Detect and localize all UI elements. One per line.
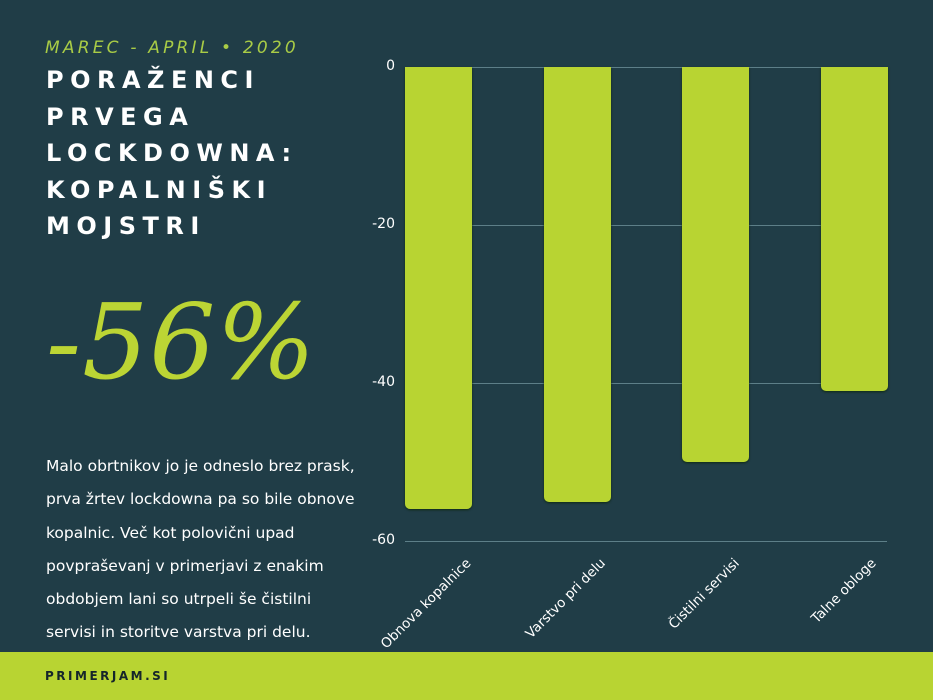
page-title: PORAŽENCI PRVEGA LOCKDOWNA: KOPALNIŠKI M… (46, 62, 298, 245)
bar-chart: 0 -20 -40 -60 Obnova kopalnice Varstvo pri de… (372, 58, 888, 653)
x-axis-category-label: Obnova kopalnice (377, 555, 475, 653)
x-axis-category-label: Čistilni servisi (665, 555, 744, 633)
description-paragraph: Malo obrtnikov jo je odneslo brez prask,… (46, 450, 366, 650)
description-line: povpraševanj v primerjavi z enakim (46, 556, 324, 575)
highlight-percentage: -56% (46, 281, 317, 403)
x-axis-category-label: Varstvo pri delu (522, 555, 609, 642)
y-axis-tick-label: 0 (386, 58, 395, 74)
description-line: servisi in storitve varstva pri delu. (46, 623, 311, 642)
bar (543, 67, 611, 502)
description-line: obdobjem lani so utrpeli še čistilni (46, 590, 312, 609)
brand-logo-text: PRIMERJAM.SI (45, 669, 171, 683)
bar (405, 67, 472, 510)
bar (682, 67, 749, 462)
footer-bar: PRIMERJAM.SI (0, 652, 933, 700)
gridline (405, 225, 887, 226)
y-axis-tick-label: -60 (372, 532, 395, 548)
gridline (405, 67, 887, 68)
description-line: Malo obrtnikov jo je odneslo brez prask, (46, 457, 355, 475)
title-line: LOCKDOWNA: (46, 139, 298, 167)
x-axis-category-label: Talne obloge (807, 555, 880, 627)
description-line: prva žrtev lockdowna pa so bile obnove (46, 490, 355, 509)
gridline (405, 383, 887, 384)
y-axis-tick-label: -20 (372, 216, 395, 232)
date-subtitle: MAREC - APRIL • 2020 (45, 38, 299, 58)
description-line: kopalnic. Več kot polovični upad (46, 523, 295, 542)
title-line: MOJSTRI (46, 212, 206, 240)
title-line: KOPALNIŠKI (46, 175, 273, 204)
title-line: PRVEGA (46, 102, 195, 131)
y-axis-tick-label: -40 (372, 374, 395, 390)
gridline (405, 541, 887, 542)
title-line: PORAŽENCI (46, 66, 260, 94)
bar (820, 67, 888, 391)
